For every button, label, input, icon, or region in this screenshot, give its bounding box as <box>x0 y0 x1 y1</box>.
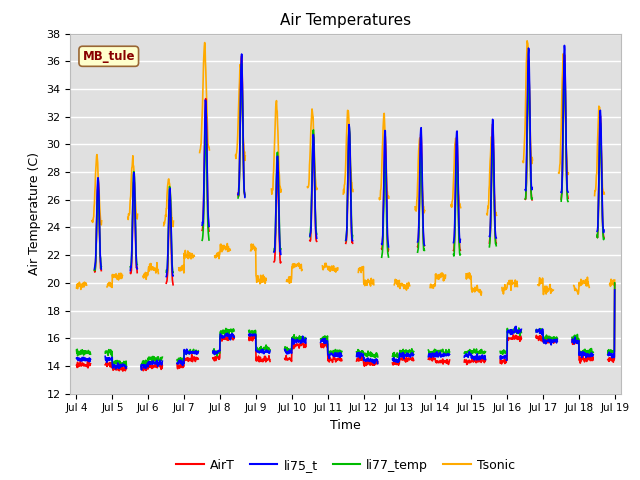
li75_t <box>73 355 81 361</box>
li75_t <box>115 362 122 368</box>
li77_temp <box>322 337 330 343</box>
AirT <box>312 238 320 244</box>
li75_t <box>611 287 618 293</box>
AirT <box>380 219 387 225</box>
Line: li77_temp: li77_temp <box>77 64 614 367</box>
Y-axis label: Air Temperature (C): Air Temperature (C) <box>28 152 41 275</box>
AirT <box>73 362 81 368</box>
AirT <box>322 342 330 348</box>
Tsonic <box>611 277 618 283</box>
Title: Air Temperatures: Air Temperatures <box>280 13 411 28</box>
Line: li75_t: li75_t <box>77 46 614 370</box>
li77_temp <box>380 230 387 236</box>
li75_t <box>322 339 330 345</box>
Text: MB_tule: MB_tule <box>83 50 135 63</box>
Line: AirT: AirT <box>77 55 614 371</box>
Line: Tsonic: Tsonic <box>77 41 614 295</box>
li77_temp <box>73 347 81 353</box>
li77_temp <box>611 280 618 286</box>
X-axis label: Time: Time <box>330 419 361 432</box>
li75_t <box>301 339 309 345</box>
li77_temp <box>312 229 320 235</box>
Tsonic <box>322 261 330 266</box>
AirT <box>611 281 618 287</box>
Tsonic <box>312 184 320 190</box>
Tsonic <box>73 285 81 291</box>
AirT <box>301 345 309 350</box>
Tsonic <box>115 277 122 283</box>
AirT <box>115 367 122 373</box>
Legend: AirT, li75_t, li77_temp, Tsonic: AirT, li75_t, li77_temp, Tsonic <box>171 454 520 477</box>
li77_temp <box>115 360 122 366</box>
li77_temp <box>301 335 309 340</box>
li75_t <box>380 213 387 219</box>
Tsonic <box>380 125 387 131</box>
li75_t <box>312 232 320 238</box>
